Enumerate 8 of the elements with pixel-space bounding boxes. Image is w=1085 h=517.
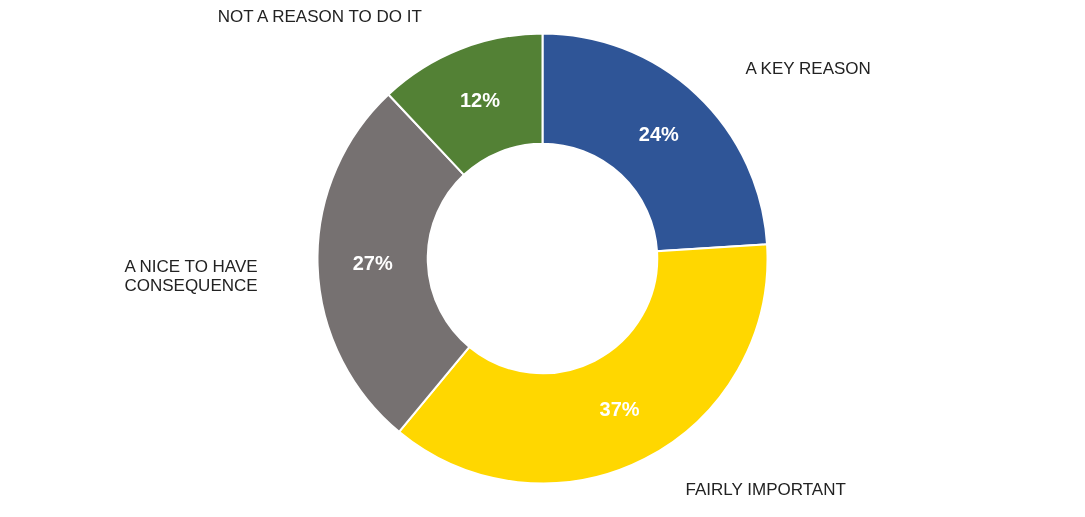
slice-label: FAIRLY IMPORTANT xyxy=(685,480,846,500)
data-label: 37% xyxy=(599,397,640,420)
slice-label: NOT A REASON TO DO IT xyxy=(217,6,422,26)
data-label: 12% xyxy=(459,88,501,111)
data-label: 24% xyxy=(638,122,680,145)
slice-label: A NICE TO HAVE CONSEQUENCE xyxy=(124,256,258,295)
slice-label: A KEY REASON xyxy=(745,58,871,78)
data-label: 27% xyxy=(352,251,393,274)
